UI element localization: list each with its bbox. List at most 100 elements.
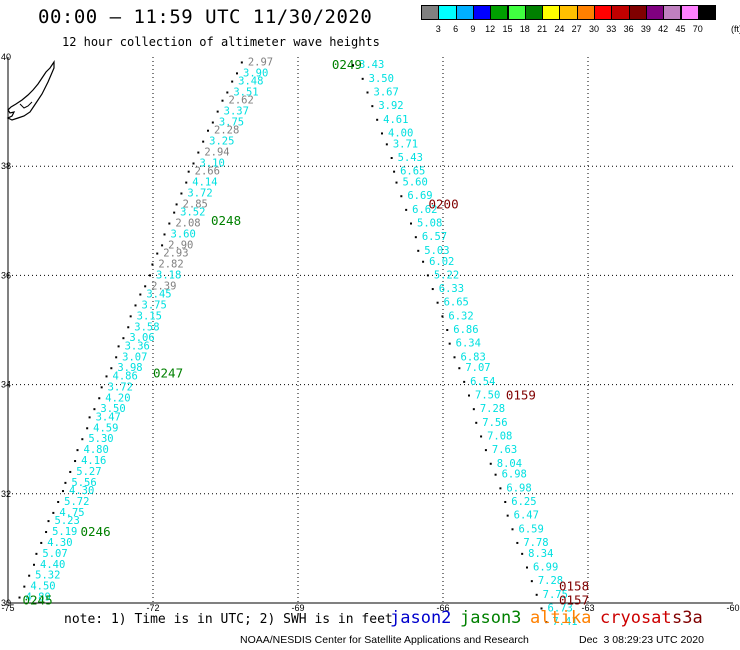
pass-time-label: 0245: [23, 592, 53, 607]
x-tick-label: -63: [581, 603, 594, 613]
track-point: [156, 252, 159, 255]
legend-jason3: jason3: [460, 608, 522, 628]
track-point: [475, 421, 478, 424]
legend-s3a: s3a: [672, 608, 703, 628]
wave-height-label: 5.43: [398, 152, 423, 164]
track-point: [122, 337, 125, 340]
track-point: [426, 274, 429, 277]
map-title: 00:00 – 11:59 UTC 11/30/2020: [38, 6, 373, 28]
wave-height-label: 3.72: [108, 381, 133, 393]
colorbar-label: 12: [485, 24, 496, 34]
track-point: [81, 438, 84, 441]
track-point: [69, 470, 72, 473]
wave-height-label: 6.54: [470, 376, 495, 388]
track-point: [371, 105, 374, 108]
track-point: [390, 157, 393, 160]
wave-height-label: 2.85: [183, 198, 208, 210]
track-point: [151, 263, 154, 266]
wave-height-label: 7.28: [480, 403, 505, 415]
colorbar-label: 9: [470, 24, 476, 34]
x-tick-label: -66: [436, 603, 449, 613]
track-point: [494, 473, 497, 476]
wave-height-label: 2.62: [229, 95, 254, 107]
track-point: [458, 367, 461, 370]
colorbar-label: 42: [658, 24, 669, 34]
wave-height-label: 3.60: [171, 228, 196, 240]
wave-height-label: 6.86: [453, 324, 478, 336]
colorbar-unit-label: (ft): [731, 24, 740, 34]
track-point: [40, 541, 43, 544]
track-point: [197, 151, 200, 154]
coastline-inlet: [19, 101, 33, 109]
track-point: [86, 427, 89, 430]
track-point: [175, 203, 178, 206]
wave-height-label: 4.61: [383, 114, 408, 126]
wave-height-label: 7.56: [482, 417, 507, 429]
track-point: [540, 607, 543, 610]
track-point: [381, 132, 383, 135]
wave-height-label: 2.93: [163, 248, 188, 260]
wave-height-label: 6.59: [519, 523, 544, 535]
track-point: [192, 162, 195, 165]
track-point: [161, 244, 164, 247]
colorbar-label: 70: [692, 24, 703, 34]
wave-height-label: 3.71: [393, 138, 418, 150]
map-grid: [7, 57, 733, 604]
colorbar-label: 6: [453, 24, 459, 34]
wave-height-label: 7.78: [523, 537, 548, 549]
wave-height-label: 3.45: [146, 289, 171, 301]
pass-time-label: 0157: [559, 592, 589, 607]
wave-height-label: 6.57: [422, 231, 447, 243]
wave-height-label: 5.32: [35, 570, 60, 582]
track-point: [366, 91, 369, 94]
pass-time-label: 0158: [559, 579, 589, 594]
track-point: [385, 143, 388, 146]
wave-height-label: 3.10: [200, 157, 225, 169]
track-point: [100, 386, 103, 389]
track-point: [115, 356, 118, 359]
track-point: [28, 574, 31, 577]
track-point: [211, 121, 214, 124]
wave-height-label: 3.18: [156, 269, 181, 281]
wave-height-label: 2.28: [214, 125, 239, 137]
wave-height-label: 3.75: [219, 117, 244, 129]
track-point: [521, 552, 524, 555]
colorbar-label: 45: [675, 24, 686, 34]
wave-height-label: 4.50: [30, 581, 55, 593]
wave-height-label: 5.72: [64, 496, 89, 508]
track-point: [93, 408, 96, 411]
wave-height-label: 8.34: [528, 548, 553, 560]
y-tick-label: 36: [1, 270, 11, 280]
wave-height-label: 6.73: [548, 602, 573, 614]
wave-height-label: 3.98: [117, 362, 142, 374]
track-point: [422, 260, 425, 263]
track-point: [448, 342, 451, 345]
wave-height-label: 2.82: [158, 258, 183, 270]
axis-ticks: -75 -72 -69 -66 -63 -60 40 38 36 34 32 30: [1, 52, 740, 613]
wave-height-label: 5.22: [434, 269, 459, 281]
wave-height-label: 6.65: [400, 166, 425, 178]
track-point: [361, 77, 364, 80]
wave-height-label: 5.56: [71, 477, 96, 489]
pass-time-label: 0246: [81, 524, 111, 539]
wave-height-label: 2.90: [168, 239, 193, 251]
track-point: [33, 563, 35, 566]
wave-height-label: 4.75: [59, 507, 84, 519]
track-point: [231, 80, 234, 83]
wave-height-label: 4.30: [69, 485, 94, 497]
wave-height-label: 3.37: [224, 106, 249, 118]
track-point: [395, 181, 398, 184]
wave-height-label: 2.97: [248, 56, 273, 68]
legend-altika: altika: [530, 608, 592, 628]
track-point: [414, 236, 417, 239]
map-subtitle: 12 hour collection of altimeter wave hei…: [62, 35, 380, 49]
wave-height-label: 7.28: [538, 575, 563, 587]
wave-height-label: 3.36: [125, 340, 150, 352]
track-point: [62, 490, 64, 493]
track-point: [405, 208, 408, 211]
x-tick-label: -75: [1, 603, 14, 613]
wave-height-label: 4.20: [105, 392, 130, 404]
wave-height-label: 3.50: [369, 73, 394, 85]
wave-height-label: 5.60: [403, 177, 428, 189]
